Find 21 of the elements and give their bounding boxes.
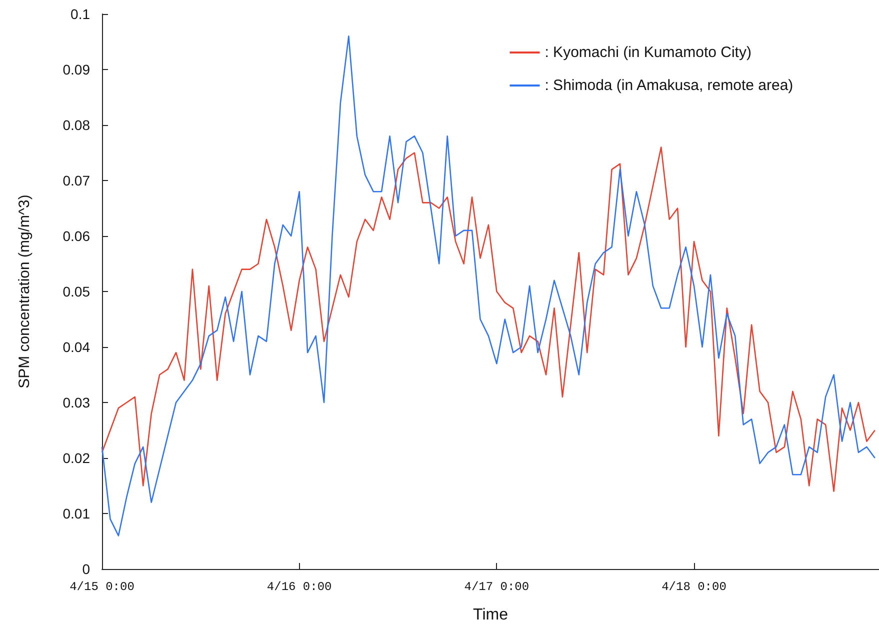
x-tick-label: 4/16 0:00 bbox=[266, 580, 332, 594]
y-tick-label: 0.02 bbox=[62, 450, 90, 466]
line-series bbox=[101, 36, 876, 536]
y-tick-label: 0.09 bbox=[62, 62, 90, 78]
x-axis-title: Time bbox=[473, 606, 508, 624]
y-tick-label: 0.05 bbox=[62, 284, 90, 300]
y-tick-label: 0.06 bbox=[62, 228, 90, 244]
legend-label: : Kyomachi (in Kumamoto City) bbox=[544, 44, 752, 61]
x-tick-label: 4/17 0:00 bbox=[464, 580, 530, 594]
y-tick-label: 0.04 bbox=[62, 339, 90, 355]
y-axis-title: SPM concentration (mg/m^3) bbox=[16, 194, 33, 388]
y-tick-label: 0.08 bbox=[62, 117, 90, 133]
y-tick-label: 0.01 bbox=[62, 506, 90, 522]
y-tick-label: 0.1 bbox=[70, 6, 90, 22]
x-tick-label: 4/15 0:00 bbox=[70, 580, 134, 594]
legend-label: : Shimoda (in Amakusa, remote area) bbox=[544, 77, 794, 94]
y-tick-label: 0 bbox=[82, 561, 90, 577]
y-tick-label: 0.03 bbox=[62, 394, 90, 410]
line-series bbox=[101, 146, 876, 492]
x-tick-label: 4/18 0:00 bbox=[662, 580, 726, 594]
y-tick-label: 0.07 bbox=[62, 172, 90, 188]
